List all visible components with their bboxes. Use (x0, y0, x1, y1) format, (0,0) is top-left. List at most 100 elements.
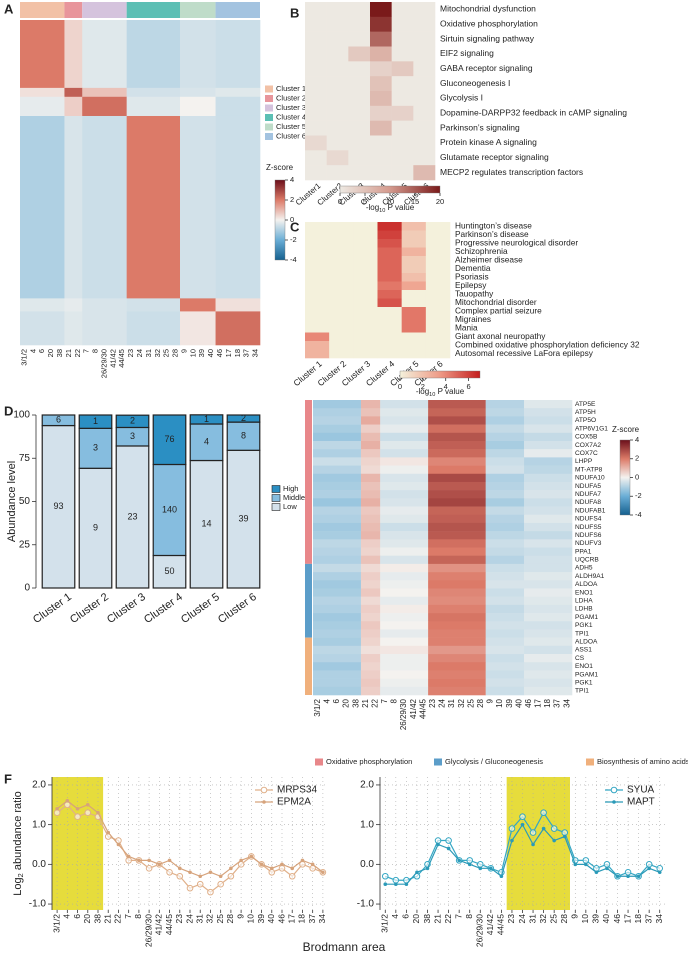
heatmap-cell (305, 61, 327, 77)
heatmap-cell (391, 105, 414, 121)
heatmap-cell (524, 654, 573, 663)
heatmap-cell (360, 637, 381, 647)
row-label: Huntington’s disease (455, 220, 532, 230)
heatmap-cell (428, 408, 486, 417)
heatmap-cell (313, 481, 362, 491)
heatmap-cell (313, 572, 362, 581)
heatmap-cell (425, 264, 451, 274)
heatmap-cell (485, 457, 525, 466)
row-label: ASS1 (575, 647, 592, 654)
series-marker (288, 872, 296, 880)
row-label: GABA receptor signaling (440, 63, 533, 73)
heatmap-cell (391, 165, 414, 181)
cluster-bar (180, 2, 216, 18)
heatmap-cell (428, 613, 486, 622)
heatmap-cell (401, 307, 427, 316)
heatmap-cell (329, 324, 354, 333)
heatmap-cell (428, 514, 486, 524)
column-label: 24 (135, 349, 144, 357)
series-marker (321, 870, 325, 875)
y-tick-label: -1.0 (29, 899, 47, 910)
y-axis-label-part: Log (12, 877, 24, 895)
column-label: 23 (428, 698, 437, 707)
bar-count-label: 2 (130, 416, 135, 426)
x-tick-label: 39 (591, 914, 601, 924)
heatmap-cell (353, 349, 378, 359)
row-label: ATP5H (575, 409, 596, 416)
heatmap-cell (353, 298, 378, 308)
heatmap-cell (348, 76, 371, 92)
colorbar-tick-label: 6 (466, 382, 470, 391)
column-label: 37 (242, 349, 251, 357)
heatmap-cell (313, 473, 362, 483)
heatmap-cell (485, 604, 525, 614)
heatmap-cell (425, 349, 451, 359)
heatmap-cell (313, 596, 362, 606)
heatmap-cell (360, 424, 381, 434)
heatmap-cell (413, 46, 436, 62)
colorbar-tick-label: -2 (290, 235, 297, 244)
y-tick-label: 2.0 (360, 780, 374, 791)
heatmap-cell (524, 613, 573, 622)
heatmap-cell (485, 572, 525, 581)
heatmap-cell (326, 46, 349, 62)
heatmap-cell (485, 432, 525, 442)
series-marker (519, 813, 526, 821)
series-marker (603, 861, 611, 868)
heatmap-cell (305, 16, 327, 32)
row-label: Glycolysis I (440, 93, 483, 103)
heatmap-cell (348, 46, 371, 62)
bar-count-label: 8 (241, 431, 246, 441)
heatmap-cell (326, 165, 349, 181)
heatmap-cell (20, 87, 65, 98)
heatmap-cell (425, 281, 451, 291)
row-label: NDUFS5 (575, 524, 602, 531)
y-tick-label: 1.0 (32, 819, 46, 830)
heatmap-cell (360, 522, 381, 532)
colorbar-tick-label: 0 (338, 197, 342, 206)
colorbar-tick-label: 2 (290, 195, 294, 204)
heatmap-cell (329, 256, 354, 265)
heatmap-cell (360, 498, 381, 507)
heatmap-cell (64, 87, 83, 98)
series-marker (207, 888, 214, 896)
y-axis-label: Abundance level (6, 461, 18, 542)
heatmap-cell (428, 588, 486, 597)
x-tick-label: 38 (422, 914, 432, 924)
legend-swatch (586, 758, 594, 766)
row-label: NDUFS6 (575, 532, 602, 539)
series-marker (84, 809, 92, 817)
legend-marker (262, 800, 266, 804)
heatmap-cell (360, 440, 381, 450)
column-label: 46 (215, 349, 224, 357)
heatmap-cell (360, 580, 381, 589)
heatmap-cell (313, 490, 362, 499)
heatmap-cell (326, 61, 349, 77)
column-label: 20 (46, 349, 55, 357)
colorbar-tick-label: -4 (635, 510, 642, 519)
heatmap-cell (305, 341, 330, 350)
x-tick-label: 24 (184, 914, 194, 924)
highlight-region (506, 777, 570, 910)
heatmap-cell (380, 563, 429, 573)
heatmap-cell (425, 222, 451, 231)
legend-marker (260, 786, 268, 794)
heatmap-cell (524, 465, 573, 475)
heatmap-cell (428, 449, 486, 458)
heatmap-cell (485, 531, 525, 540)
heatmap-cell (380, 572, 429, 581)
heatmap-cell (329, 222, 354, 231)
heatmap-cell (126, 87, 181, 98)
panel-label: C (290, 219, 300, 234)
legend-label: Glycolysis / Gluconeogenesis (445, 757, 543, 766)
heatmap-cell (524, 563, 573, 573)
row-label: Protein kinase A signaling (440, 137, 537, 147)
heatmap-cell (485, 465, 525, 475)
heatmap-cell (428, 563, 486, 573)
heatmap-cell (215, 20, 261, 89)
column-label: 18 (543, 698, 552, 707)
heatmap-cell (360, 678, 381, 688)
heatmap-cell (360, 473, 381, 483)
column-label: 4 (28, 349, 37, 353)
bar-segment (189, 414, 224, 425)
